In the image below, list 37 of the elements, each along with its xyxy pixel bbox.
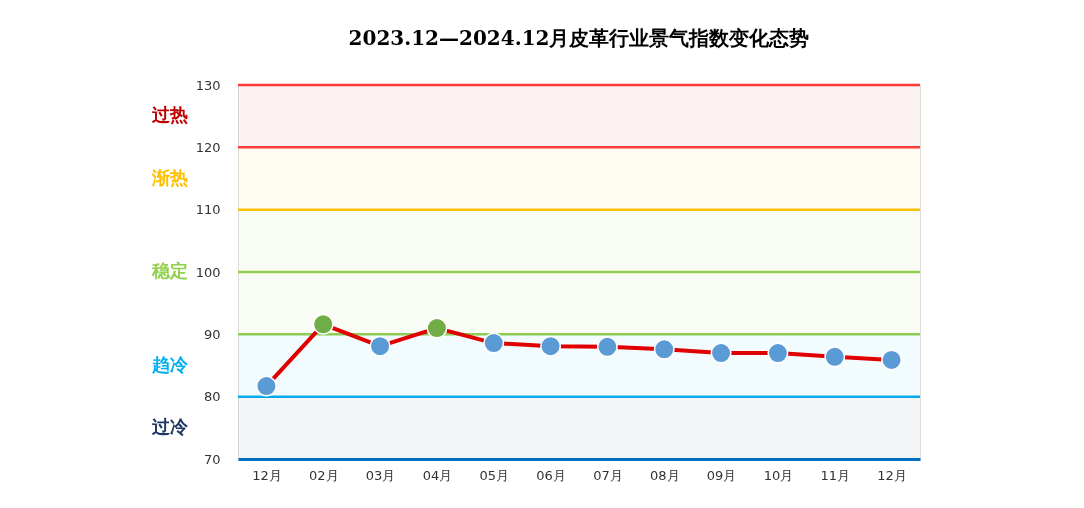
x-tick-label: 12月: [252, 467, 282, 483]
band-label: 过冷: [151, 415, 189, 437]
point: [710, 342, 732, 364]
band-label: 趋冷: [151, 353, 189, 375]
point: [369, 335, 391, 357]
x-tick-label: 07月: [593, 467, 623, 483]
point: [312, 313, 334, 335]
y-tick-label: 100: [195, 264, 221, 280]
y-tick-label: 70: [203, 451, 221, 467]
point: [255, 375, 277, 397]
point: [653, 338, 675, 360]
point: [596, 336, 618, 358]
y-tick-label: 130: [195, 77, 221, 93]
x-tick-label: 03月: [365, 467, 396, 483]
point: [824, 346, 846, 368]
band-label: 渐热: [151, 166, 188, 188]
band-label: 稳定: [151, 260, 188, 281]
x-tick-label: 06月: [536, 467, 566, 483]
point: [881, 349, 903, 371]
y-tick-label: 120: [195, 139, 221, 155]
x-tick-label: 04月: [422, 467, 453, 483]
x-tick-label: 08月: [649, 467, 680, 483]
point: [767, 342, 789, 364]
point: [540, 335, 562, 357]
point: [426, 317, 448, 339]
x-tick-label: 05月: [479, 467, 510, 483]
y-tick-label: 110: [195, 202, 221, 218]
x-tick-label: 12月: [877, 467, 907, 483]
x-tick-label: 02月: [308, 467, 339, 483]
x-tick-label: 11月: [820, 467, 851, 483]
y-tick-label: 90: [203, 326, 221, 342]
y-tick-label: 80: [203, 389, 221, 405]
x-tick-label: 09月: [706, 467, 737, 483]
chart-title: 2023.12—2024.12月皮革行业景气指数变化态势: [348, 26, 810, 50]
point: [483, 332, 505, 354]
x-tick-label: 10月: [763, 467, 794, 483]
band-label: 过热: [151, 104, 188, 126]
